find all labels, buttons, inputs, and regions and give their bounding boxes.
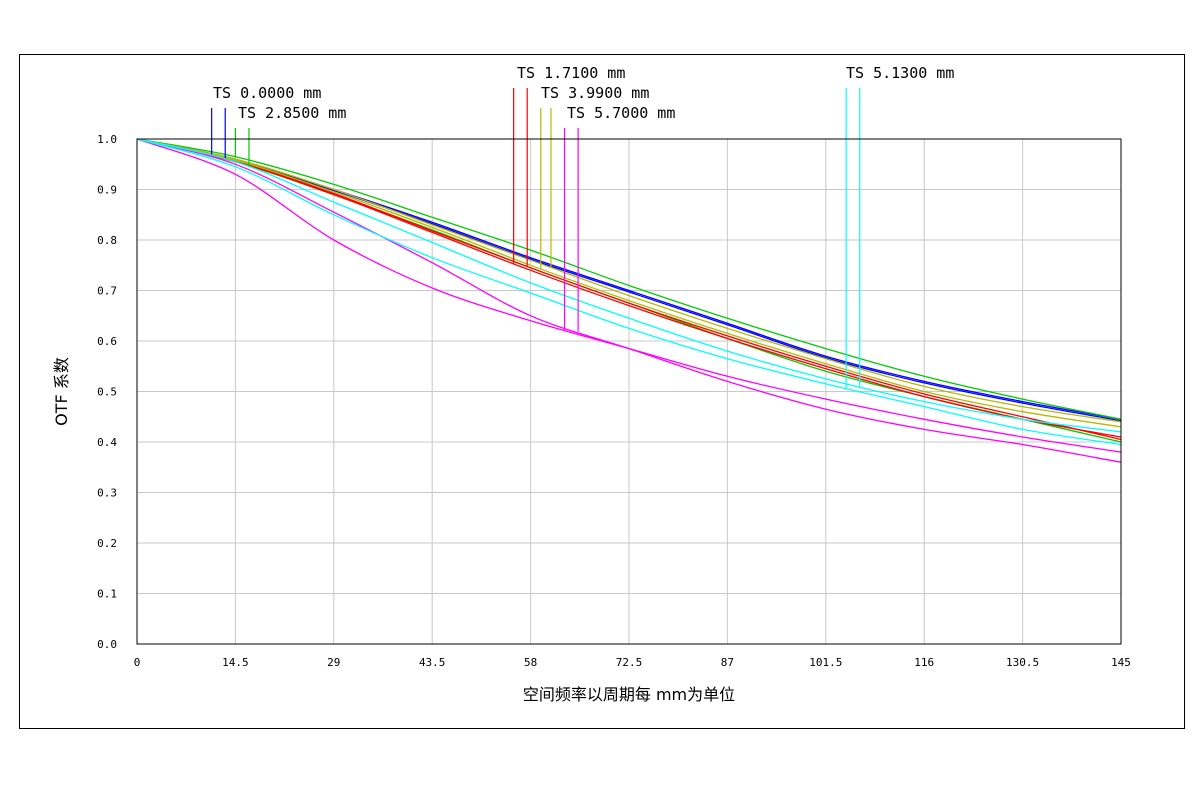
series-line [136,138,1122,463]
y-tick-label: 0.6 [97,335,117,348]
x-tick-label: 72.5 [616,656,643,669]
y-tick-label: 0.9 [97,184,117,197]
y-tick-label: 1.0 [97,133,117,146]
field-markers [211,88,861,389]
legend-label: TS 2.8500 mm [238,104,346,122]
y-tick-label: 0.0 [97,638,117,651]
y-tick-label: 0.4 [97,436,117,449]
legend-label: TS 0.0000 mm [213,84,321,102]
series-line [136,138,1122,423]
legend-label: TS 3.9900 mm [541,84,649,102]
x-tick-label: 58 [524,656,537,669]
series-line [136,138,1122,433]
y-tick-label: 0.7 [97,285,117,298]
x-tick-label: 14.5 [222,656,249,669]
series-line [136,138,1122,420]
legend-label: TS 1.7100 mm [517,64,625,82]
axis-ticks: 0 14.5 29 43.5 58 72.5 87 101.5 116 130.5 145 0.0 0.… [97,133,1131,669]
series-line [136,138,1122,428]
x-tick-label: 145 [1111,656,1131,669]
y-tick-label: 0.3 [97,487,117,500]
plot-area [136,138,1122,645]
x-tick-label: 116 [914,656,934,669]
y-tick-label: 0.1 [97,588,117,601]
x-tick-label: 101.5 [809,656,842,669]
series-line [136,138,1122,446]
series-line [136,138,1122,438]
series-line [136,138,1122,422]
x-tick-label: 0 [134,656,141,669]
y-tick-label: 0.8 [97,234,117,247]
legend: TS 0.0000 mm TS 2.8500 mm TS 1.7100 mm TS 3… [213,64,954,122]
y-tick-label: 0.5 [97,386,117,399]
legend-label: TS 5.1300 mm [846,64,954,82]
x-tick-label: 130.5 [1006,656,1039,669]
x-tick-label: 43.5 [419,656,446,669]
y-tick-label: 0.2 [97,537,117,550]
x-tick-label: 87 [721,656,734,669]
x-tick-label: 29 [327,656,340,669]
y-axis-title: OTF 系数 [52,357,71,426]
series-line [136,138,1122,441]
x-axis-title: 空间频率以周期每 mm为单位 [523,685,735,704]
series-lines [136,138,1122,463]
legend-label: TS 5.7000 mm [567,104,675,122]
